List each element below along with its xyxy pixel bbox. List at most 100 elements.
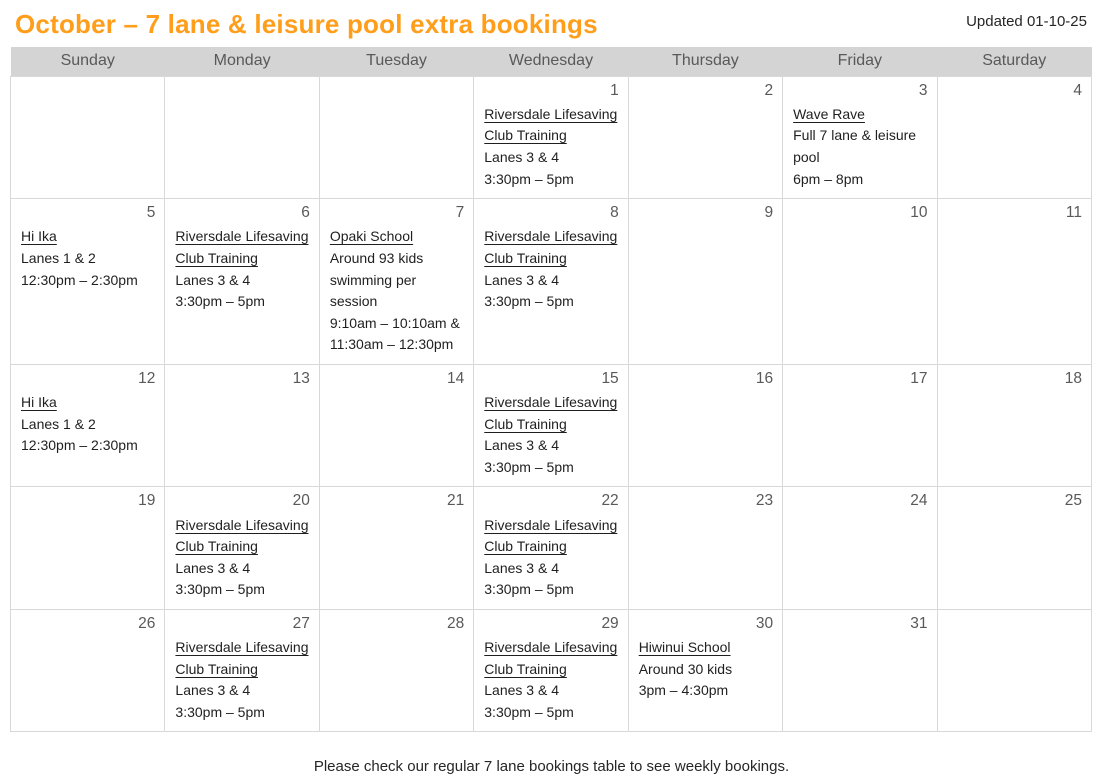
event-title-link[interactable]: Riversdale Lifesaving Club Training	[484, 228, 618, 266]
day-number: 16	[755, 369, 774, 387]
event: Riversdale Lifesaving Club Training Lanes…	[175, 515, 309, 601]
day-number: 31	[910, 614, 928, 632]
event-detail: 3:30pm – 5pm	[175, 581, 265, 598]
event-detail: 3pm – 4:30pm	[638, 682, 729, 699]
event-title-link[interactable]: Wave Rave	[793, 105, 865, 122]
event-detail: 3:30pm – 5pm	[484, 293, 574, 310]
calendar-day-cell: 12 Hi Ika Lanes 1 & 2 12:30pm – 2:30pm	[9, 363, 166, 488]
day-number: 2	[764, 81, 774, 99]
calendar-week-row: 1 Riversdale Lifesaving Club Training Lane…	[9, 75, 1093, 200]
calendar-day-cell: 26	[9, 608, 166, 733]
event-title-link[interactable]: Riversdale Lifesaving Club Training	[175, 639, 309, 677]
event: Riversdale Lifesaving Club Training Lanes…	[175, 637, 309, 723]
event-detail: 3:30pm – 5pm	[175, 703, 265, 720]
day-number: 5	[146, 204, 156, 222]
calendar-day-cell: 4	[936, 75, 1093, 200]
event: Hiwinui School Around 30 kids 3pm – 4:30pm	[639, 637, 773, 702]
event-detail: Lanes 3 & 4	[175, 271, 251, 288]
calendar-day-cell: 15 Riversdale Lifesaving Club Training Lan…	[473, 363, 629, 488]
calendar-day-cell: 8 Riversdale Lifesaving Club Training Lane…	[473, 198, 629, 365]
calendar-body: 1 Riversdale Lifesaving Club Training Lane…	[9, 75, 1093, 733]
day-header-friday: Friday	[782, 47, 938, 76]
calendar-day-cell: 29 Riversdale Lifesaving Club Training Lan…	[473, 608, 629, 733]
day-number: 22	[601, 492, 619, 510]
event-detail: Lanes 3 & 4	[484, 271, 559, 288]
calendar-day-cell: 10	[782, 198, 938, 365]
calendar-week-row: 26 27 Riversdale Lifesaving Club Training L…	[9, 608, 1093, 733]
day-header-tuesday: Tuesday	[319, 47, 474, 76]
day-number: 23	[755, 492, 774, 510]
calendar-day-cell: 24	[782, 486, 938, 610]
day-number: 4	[1073, 81, 1082, 99]
event-title-link[interactable]: Riversdale Lifesaving Club Training	[484, 516, 618, 555]
event-detail: Full 7 lane & leisure pool	[793, 127, 917, 165]
event-title-link[interactable]: Riversdale Lifesaving Club Training	[484, 105, 618, 144]
page-header: October – 7 lane & leisure pool extra bo…	[0, 0, 1103, 47]
day-number: 27	[292, 614, 310, 632]
event: Riversdale Lifesaving Club Training Lanes…	[484, 104, 618, 190]
event-detail: Lanes 1 & 2	[21, 415, 96, 432]
day-number	[330, 81, 464, 100]
event: Opaki School Around 93 kids swimming per …	[330, 226, 464, 355]
event: Wave Rave Full 7 lane & leisure pool 6pm –…	[793, 104, 927, 190]
day-number: 15	[601, 369, 619, 387]
calendar-day-cell: 31	[782, 608, 938, 733]
event: Riversdale Lifesaving Club Training Lanes…	[484, 392, 618, 478]
calendar-week-row: 19 20 Riversdale Lifesaving Club Training L…	[9, 486, 1093, 610]
day-number: 20	[292, 492, 310, 510]
calendar-day-cell: 2	[627, 75, 784, 200]
day-header-monday: Monday	[164, 47, 320, 76]
event-title-link[interactable]: Hi Ika	[21, 228, 57, 245]
calendar-week-row: 5 Hi Ika Lanes 1 & 2 12:30pm – 2:30pm 6 River…	[9, 198, 1093, 365]
day-header-sunday: Sunday	[10, 47, 165, 76]
day-number: 3	[918, 81, 928, 99]
day-number: 28	[447, 614, 465, 632]
calendar-day-cell: 6 Riversdale Lifesaving Club Training Lane…	[164, 198, 320, 365]
event-title-link[interactable]: Hi Ika	[21, 394, 57, 411]
day-number: 7	[455, 204, 465, 222]
event: Riversdale Lifesaving Club Training Lanes…	[484, 637, 618, 723]
event: Hi Ika Lanes 1 & 2 12:30pm – 2:30pm	[21, 226, 155, 291]
event: Riversdale Lifesaving Club Training Lanes…	[484, 226, 618, 312]
day-number: 14	[447, 369, 465, 387]
calendar-week-row: 12 Hi Ika Lanes 1 & 2 12:30pm – 2:30pm 13 14 1…	[9, 363, 1093, 488]
event-detail: Lanes 3 & 4	[484, 437, 559, 454]
event-detail: 9:10am – 10:10am & 11:30am – 12:30pm	[329, 314, 460, 353]
calendar-day-cell	[318, 75, 475, 200]
event-detail: 3:30pm – 5pm	[484, 581, 574, 598]
day-number: 1	[610, 81, 619, 99]
event-title-link[interactable]: Riversdale Lifesaving Club Training	[175, 228, 309, 266]
event-title-link[interactable]: Opaki School	[329, 228, 414, 245]
calendar-day-cell	[936, 608, 1093, 733]
event-detail: 6pm – 8pm	[793, 170, 864, 187]
day-header-thursday: Thursday	[628, 47, 783, 76]
event-detail: Lanes 3 & 4	[175, 559, 251, 576]
event-title-link[interactable]: Riversdale Lifesaving Club Training	[484, 394, 618, 432]
event-detail: Lanes 3 & 4	[484, 682, 559, 699]
calendar-day-cell: 3 Wave Rave Full 7 lane & leisure pool 6pm …	[782, 75, 938, 200]
event-detail: Around 30 kids	[638, 660, 733, 677]
day-number: 9	[764, 204, 774, 222]
event-title-link[interactable]: Riversdale Lifesaving Club Training	[484, 639, 618, 677]
calendar-day-cell: 1 Riversdale Lifesaving Club Training Lane…	[473, 75, 629, 200]
calendar-day-cell	[9, 75, 166, 200]
event-title-link[interactable]: Hiwinui School	[638, 639, 731, 656]
day-number: 10	[910, 204, 928, 222]
event-detail: 12:30pm – 2:30pm	[21, 437, 138, 454]
calendar: Sunday Monday Tuesday Wednesday Thursday…	[9, 47, 1093, 733]
event-detail: Lanes 3 & 4	[484, 559, 559, 576]
updated-label: Updated 01-10-25	[966, 13, 1087, 30]
calendar-day-cell: 11	[936, 198, 1093, 365]
day-number: 8	[610, 204, 619, 222]
event-detail: Lanes 1 & 2	[21, 249, 96, 266]
day-number: 13	[292, 369, 310, 387]
day-number: 11	[1065, 204, 1082, 222]
calendar-header-row: Sunday Monday Tuesday Wednesday Thursday…	[10, 47, 1092, 76]
event-detail: Lanes 3 & 4	[484, 148, 559, 165]
day-number: 21	[447, 492, 465, 510]
day-header-wednesday: Wednesday	[473, 47, 629, 76]
calendar-day-cell: 13	[164, 363, 320, 488]
event: Hi Ika Lanes 1 & 2 12:30pm – 2:30pm	[21, 392, 155, 457]
event-title-link[interactable]: Riversdale Lifesaving Club Training	[175, 516, 309, 555]
